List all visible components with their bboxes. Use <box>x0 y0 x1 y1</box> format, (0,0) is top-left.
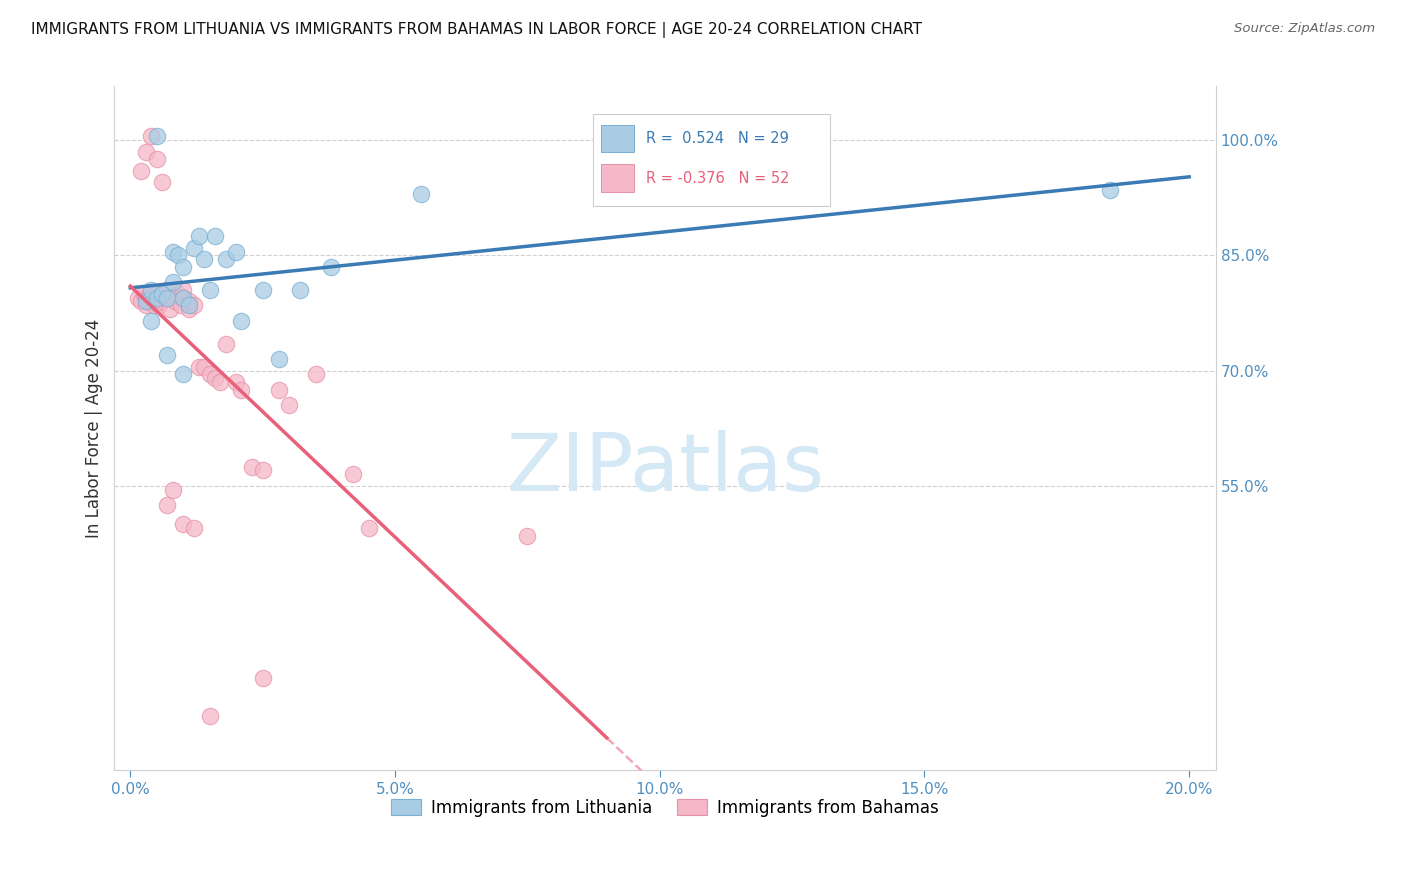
Point <box>145 286 167 301</box>
Point <box>198 283 221 297</box>
Point <box>135 145 157 159</box>
Point <box>148 298 170 312</box>
Point <box>193 252 215 267</box>
Point <box>172 283 194 297</box>
Point <box>214 336 236 351</box>
Point <box>193 359 215 374</box>
Point <box>135 298 157 312</box>
Point <box>288 283 311 297</box>
Point <box>411 186 433 201</box>
Point <box>278 398 301 412</box>
Point <box>156 498 179 512</box>
Point <box>141 291 163 305</box>
Point <box>172 260 194 274</box>
Point <box>145 129 167 144</box>
Point <box>231 313 253 327</box>
Point <box>183 298 205 312</box>
Point <box>252 671 274 685</box>
Point <box>150 175 173 189</box>
Text: Source: ZipAtlas.com: Source: ZipAtlas.com <box>1234 22 1375 36</box>
Point <box>132 286 155 301</box>
Point <box>209 375 232 389</box>
Point <box>177 302 200 317</box>
Point <box>156 348 179 362</box>
Point <box>267 352 290 367</box>
Point <box>150 286 173 301</box>
Point <box>231 383 253 397</box>
Point <box>198 368 221 382</box>
Point <box>145 153 167 167</box>
Legend: Immigrants from Lithuania, Immigrants from Bahamas: Immigrants from Lithuania, Immigrants fr… <box>384 792 946 823</box>
Point <box>165 294 187 309</box>
Point <box>304 368 326 382</box>
Point <box>172 368 194 382</box>
Point <box>321 260 343 274</box>
Point <box>214 252 236 267</box>
Point <box>204 229 226 244</box>
Point <box>225 375 247 389</box>
Point <box>145 291 167 305</box>
Point <box>141 313 163 327</box>
Point <box>129 164 152 178</box>
Point <box>188 359 211 374</box>
Point <box>141 283 163 297</box>
Point <box>138 294 160 309</box>
Point <box>177 294 200 309</box>
Point <box>267 383 290 397</box>
Point <box>342 467 364 482</box>
Point <box>240 459 263 474</box>
Point <box>129 294 152 309</box>
Point <box>188 229 211 244</box>
Text: ZIPatlas: ZIPatlas <box>506 430 824 508</box>
Point <box>225 244 247 259</box>
Point <box>172 517 194 532</box>
Point <box>162 483 184 497</box>
Point <box>141 129 163 144</box>
Point <box>357 521 380 535</box>
Point <box>162 275 184 289</box>
Point <box>183 241 205 255</box>
Point <box>153 291 176 305</box>
Point <box>145 291 167 305</box>
Point <box>156 291 179 305</box>
Point <box>204 371 226 385</box>
Point <box>143 298 166 312</box>
Point <box>516 529 538 543</box>
Point <box>167 286 190 301</box>
Point <box>1098 183 1121 197</box>
Point <box>172 291 194 305</box>
Point <box>135 291 157 305</box>
Point <box>141 286 163 301</box>
Point <box>150 294 173 309</box>
Y-axis label: In Labor Force | Age 20-24: In Labor Force | Age 20-24 <box>86 318 103 538</box>
Point <box>167 248 190 262</box>
Point <box>172 291 194 305</box>
Point <box>162 291 184 305</box>
Point <box>127 291 149 305</box>
Point <box>162 244 184 259</box>
Point <box>169 298 191 312</box>
Point <box>252 463 274 477</box>
Point <box>159 302 181 317</box>
Point <box>252 283 274 297</box>
Point <box>156 283 179 297</box>
Point <box>177 298 200 312</box>
Point <box>198 709 221 723</box>
Point <box>135 294 157 309</box>
Text: IMMIGRANTS FROM LITHUANIA VS IMMIGRANTS FROM BAHAMAS IN LABOR FORCE | AGE 20-24 : IMMIGRANTS FROM LITHUANIA VS IMMIGRANTS … <box>31 22 922 38</box>
Point <box>183 521 205 535</box>
